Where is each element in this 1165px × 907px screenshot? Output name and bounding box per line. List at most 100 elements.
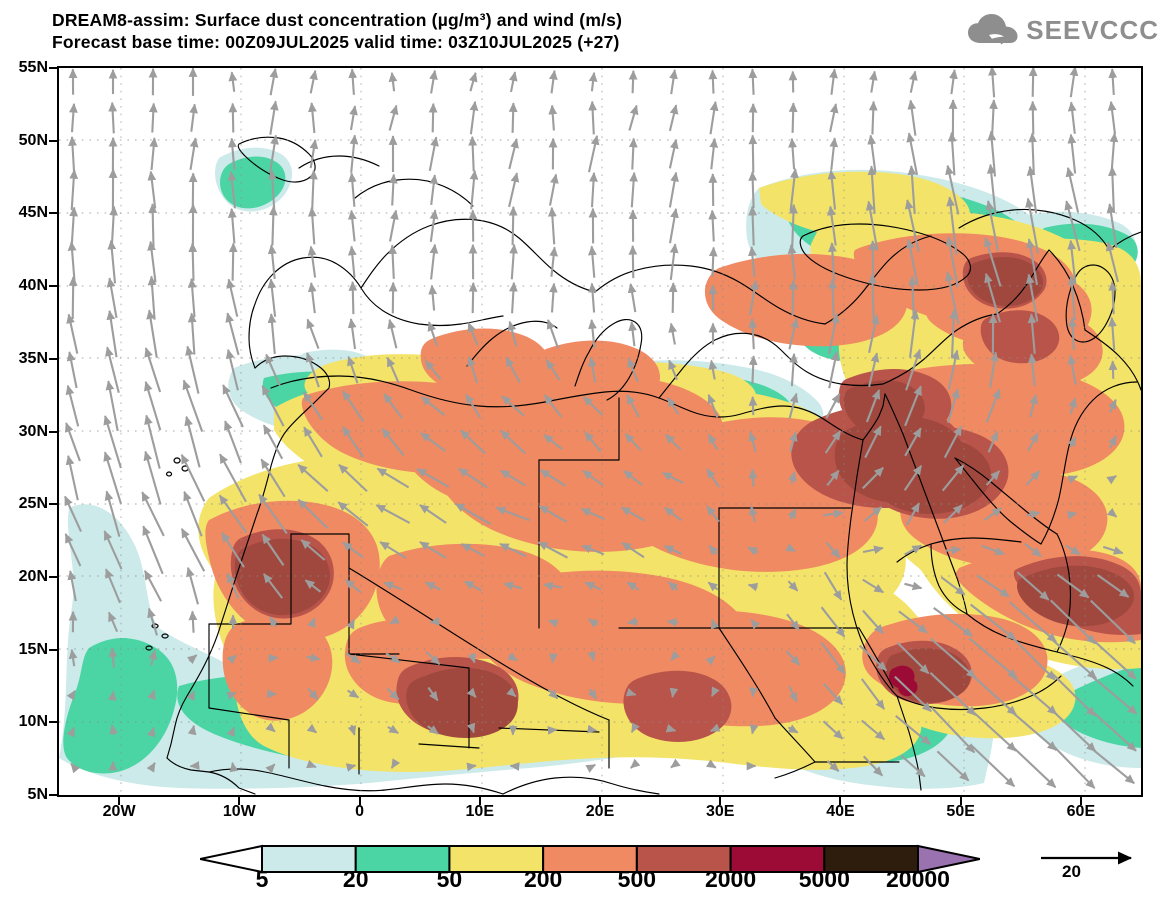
map-gridlines	[59, 68, 1141, 795]
wind-arrow	[307, 617, 316, 629]
y-tick-mark	[49, 721, 57, 724]
wind-arrow	[861, 719, 885, 741]
wind-arrow	[862, 545, 884, 555]
wind-arrow	[141, 491, 165, 537]
x-tick-label-20E: 20E	[585, 803, 615, 820]
wind-arrow	[669, 243, 679, 281]
wind-arrow	[1067, 101, 1077, 134]
cloud-icon	[968, 14, 1018, 45]
wind-arrow	[1108, 435, 1117, 449]
wind-arrow	[103, 451, 123, 505]
wind-arrow	[468, 135, 478, 172]
y-tick-label-50N: 50N	[18, 131, 48, 149]
wind-arrow	[929, 672, 977, 716]
wind-arrow	[507, 320, 518, 347]
wind-arrow	[225, 312, 240, 356]
colorbar	[199, 843, 981, 903]
wind-arrow	[829, 103, 839, 133]
wind-arrow	[905, 348, 922, 391]
wind-arrow	[267, 244, 277, 280]
wind-arrow	[105, 380, 119, 432]
wind-arrow	[933, 607, 973, 637]
wind-arrow	[66, 351, 78, 389]
wind-arrow	[862, 755, 884, 777]
wind-arrow	[508, 71, 518, 93]
wind-arrow	[345, 763, 357, 772]
wind-arrow	[1027, 313, 1037, 354]
wind-scale-arrow	[1041, 851, 1133, 865]
wind-arrow	[1027, 432, 1039, 452]
wind-arrow	[989, 99, 998, 136]
wind-arrow	[107, 690, 117, 701]
wind-arrow	[189, 103, 198, 132]
wind-arrow	[1065, 166, 1080, 213]
wind-arrow	[509, 243, 518, 280]
wind-arrow	[628, 69, 638, 94]
wind-arrow	[587, 688, 598, 700]
x-tick-label-40E: 40E	[826, 803, 855, 820]
wind-arrow	[860, 678, 886, 710]
seevccc-logo: SEEVCCC	[967, 10, 1159, 50]
wind-arrow	[787, 508, 797, 520]
wind-arrow	[262, 424, 284, 460]
wind-arrow	[669, 69, 678, 95]
wind-arrow	[226, 691, 237, 701]
wind-arrow	[379, 541, 407, 559]
wind-arrow	[143, 569, 163, 602]
wind-arrow	[143, 450, 162, 505]
wind-arrow	[547, 688, 559, 700]
wind-arrow	[748, 355, 758, 384]
wind-arrow	[822, 720, 844, 740]
wind-arrow	[829, 68, 838, 95]
wind-arrow	[858, 644, 888, 672]
wind-arrow	[347, 209, 357, 242]
wind-arrow	[428, 102, 438, 133]
wind-arrow	[862, 466, 884, 490]
colorbar-over-arrow	[917, 844, 981, 874]
wind-arrow	[149, 137, 159, 171]
wind-arrow	[546, 319, 559, 349]
wind-arrow	[903, 465, 923, 491]
chart-header: DREAM8-assim: Surface dust concentration…	[0, 0, 1165, 60]
wind-arrow	[218, 494, 248, 534]
wind-arrow	[428, 284, 438, 311]
y-tick-label-30N: 30N	[18, 422, 48, 440]
wind-arrow	[65, 454, 79, 501]
y-tick-mark	[49, 139, 57, 142]
wind-arrow	[307, 282, 317, 314]
wind-arrow	[469, 169, 479, 210]
wind-arrow	[588, 245, 597, 278]
map-canvas	[59, 68, 1141, 795]
wind-arrow	[503, 581, 523, 591]
wind-arrow	[226, 278, 239, 317]
wind-arrow	[68, 276, 78, 320]
wind-arrow	[1091, 747, 1135, 785]
y-tick-label-45N: 45N	[18, 204, 48, 222]
wind-arrow	[863, 506, 883, 522]
wind-arrow	[588, 100, 598, 135]
wind-arrow	[180, 453, 206, 502]
wind-arrow	[828, 350, 840, 389]
wind-arrow	[427, 686, 439, 702]
wind-arrow	[66, 313, 79, 354]
wind-arrow	[105, 568, 121, 604]
wind-arrow	[107, 611, 119, 633]
x-tick-mark	[719, 797, 722, 805]
wind-arrow	[894, 675, 932, 713]
x-tick-label-0: 0	[355, 803, 364, 820]
wind-arrow	[1088, 673, 1138, 715]
wind-arrow	[705, 759, 717, 769]
wind-arrow	[664, 433, 682, 451]
wind-arrow	[466, 762, 477, 772]
wind-arrow	[868, 100, 878, 135]
wind-arrow	[458, 467, 488, 489]
wind-arrow	[507, 652, 518, 662]
wind-arrow	[708, 69, 718, 94]
wind-arrow	[549, 653, 558, 664]
wind-arrow	[588, 282, 597, 313]
wind-arrow	[265, 763, 276, 774]
y-tick-label-5N: 5N	[27, 786, 48, 803]
wind-arrow	[1008, 673, 1058, 715]
wind-arrow	[429, 209, 439, 242]
wind-arrow	[67, 240, 77, 283]
